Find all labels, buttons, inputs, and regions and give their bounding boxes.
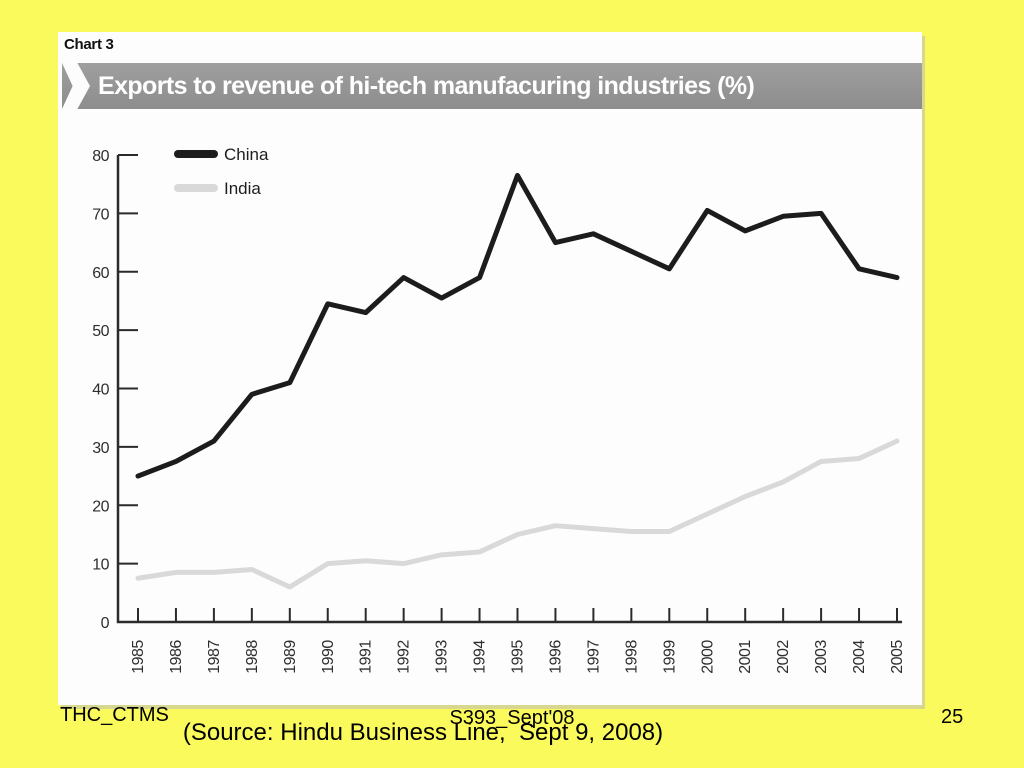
footer-center-text: S393_Sept'08 bbox=[449, 707, 575, 729]
x-axis-tick-label: 2000 bbox=[699, 640, 716, 674]
x-axis-tick-label: 1985 bbox=[130, 640, 147, 674]
x-axis-tick-label: 1991 bbox=[358, 640, 375, 674]
chart-panel: Chart 3 Exports to revenue of hi-tech ma… bbox=[58, 32, 922, 705]
x-axis-tick-label: 1996 bbox=[547, 640, 564, 674]
y-axis-tick-label: 50 bbox=[92, 323, 109, 340]
x-axis-tick-label: 2003 bbox=[813, 640, 830, 674]
y-axis-tick-label: 20 bbox=[92, 498, 109, 515]
y-axis-tick-label: 70 bbox=[92, 206, 109, 223]
x-axis-tick-label: 2005 bbox=[889, 640, 906, 674]
x-axis-tick-label: 1990 bbox=[320, 640, 337, 674]
footer-left-text: THC_CTMS bbox=[60, 704, 169, 726]
chevron-right-icon bbox=[62, 63, 90, 109]
india-legend-label: India bbox=[224, 179, 261, 198]
y-axis-tick-label: 40 bbox=[92, 382, 109, 399]
x-axis-tick-label: 1987 bbox=[206, 640, 223, 674]
india-series-line bbox=[135, 438, 900, 590]
axis-lines bbox=[116, 155, 902, 624]
y-axis-tick-label: 80 bbox=[92, 148, 109, 165]
china-series-line bbox=[135, 172, 900, 479]
x-axis-tick-label: 1993 bbox=[434, 640, 451, 674]
x-axis-tick-label: 2004 bbox=[851, 640, 868, 674]
china-legend-label: China bbox=[224, 145, 269, 164]
x-axis-tick-label: 2002 bbox=[775, 640, 792, 674]
y-axis-tick-label: 30 bbox=[92, 440, 109, 457]
page-number: 25 bbox=[941, 706, 964, 728]
x-axis-tick-label: 1989 bbox=[282, 640, 299, 674]
y-axis-tick-label: 0 bbox=[101, 615, 110, 632]
x-axis-tick-label: 1995 bbox=[510, 640, 527, 674]
x-axis-tick-label: 1992 bbox=[396, 640, 413, 674]
y-axis-tick-label: 60 bbox=[92, 265, 109, 282]
x-axis-tick-label: 1998 bbox=[623, 640, 640, 674]
line-chart: 0 10 20 30 40 50 60 70 80 1985 1986 1987 1988 1989 199… bbox=[92, 145, 906, 674]
x-axis-tick-label: 1997 bbox=[585, 640, 602, 674]
source-caption: (Source: Hindu Business Line, Sept 9, 20… bbox=[182, 719, 664, 746]
chart-number-label: Chart 3 bbox=[64, 36, 114, 53]
y-axis-tick-label: 10 bbox=[92, 557, 109, 574]
x-axis-tick-label: 1988 bbox=[244, 640, 261, 674]
x-axis-tick-label: 2001 bbox=[737, 640, 754, 674]
x-axis-tick-label: 1999 bbox=[661, 640, 678, 674]
x-axis-tick-label: 1986 bbox=[168, 640, 185, 674]
chart-title-bar: Exports to revenue of hi-tech manufacuri… bbox=[62, 63, 922, 109]
x-axis-tick-label: 1994 bbox=[472, 640, 489, 674]
chart-title: Exports to revenue of hi-tech manufacuri… bbox=[98, 71, 755, 100]
